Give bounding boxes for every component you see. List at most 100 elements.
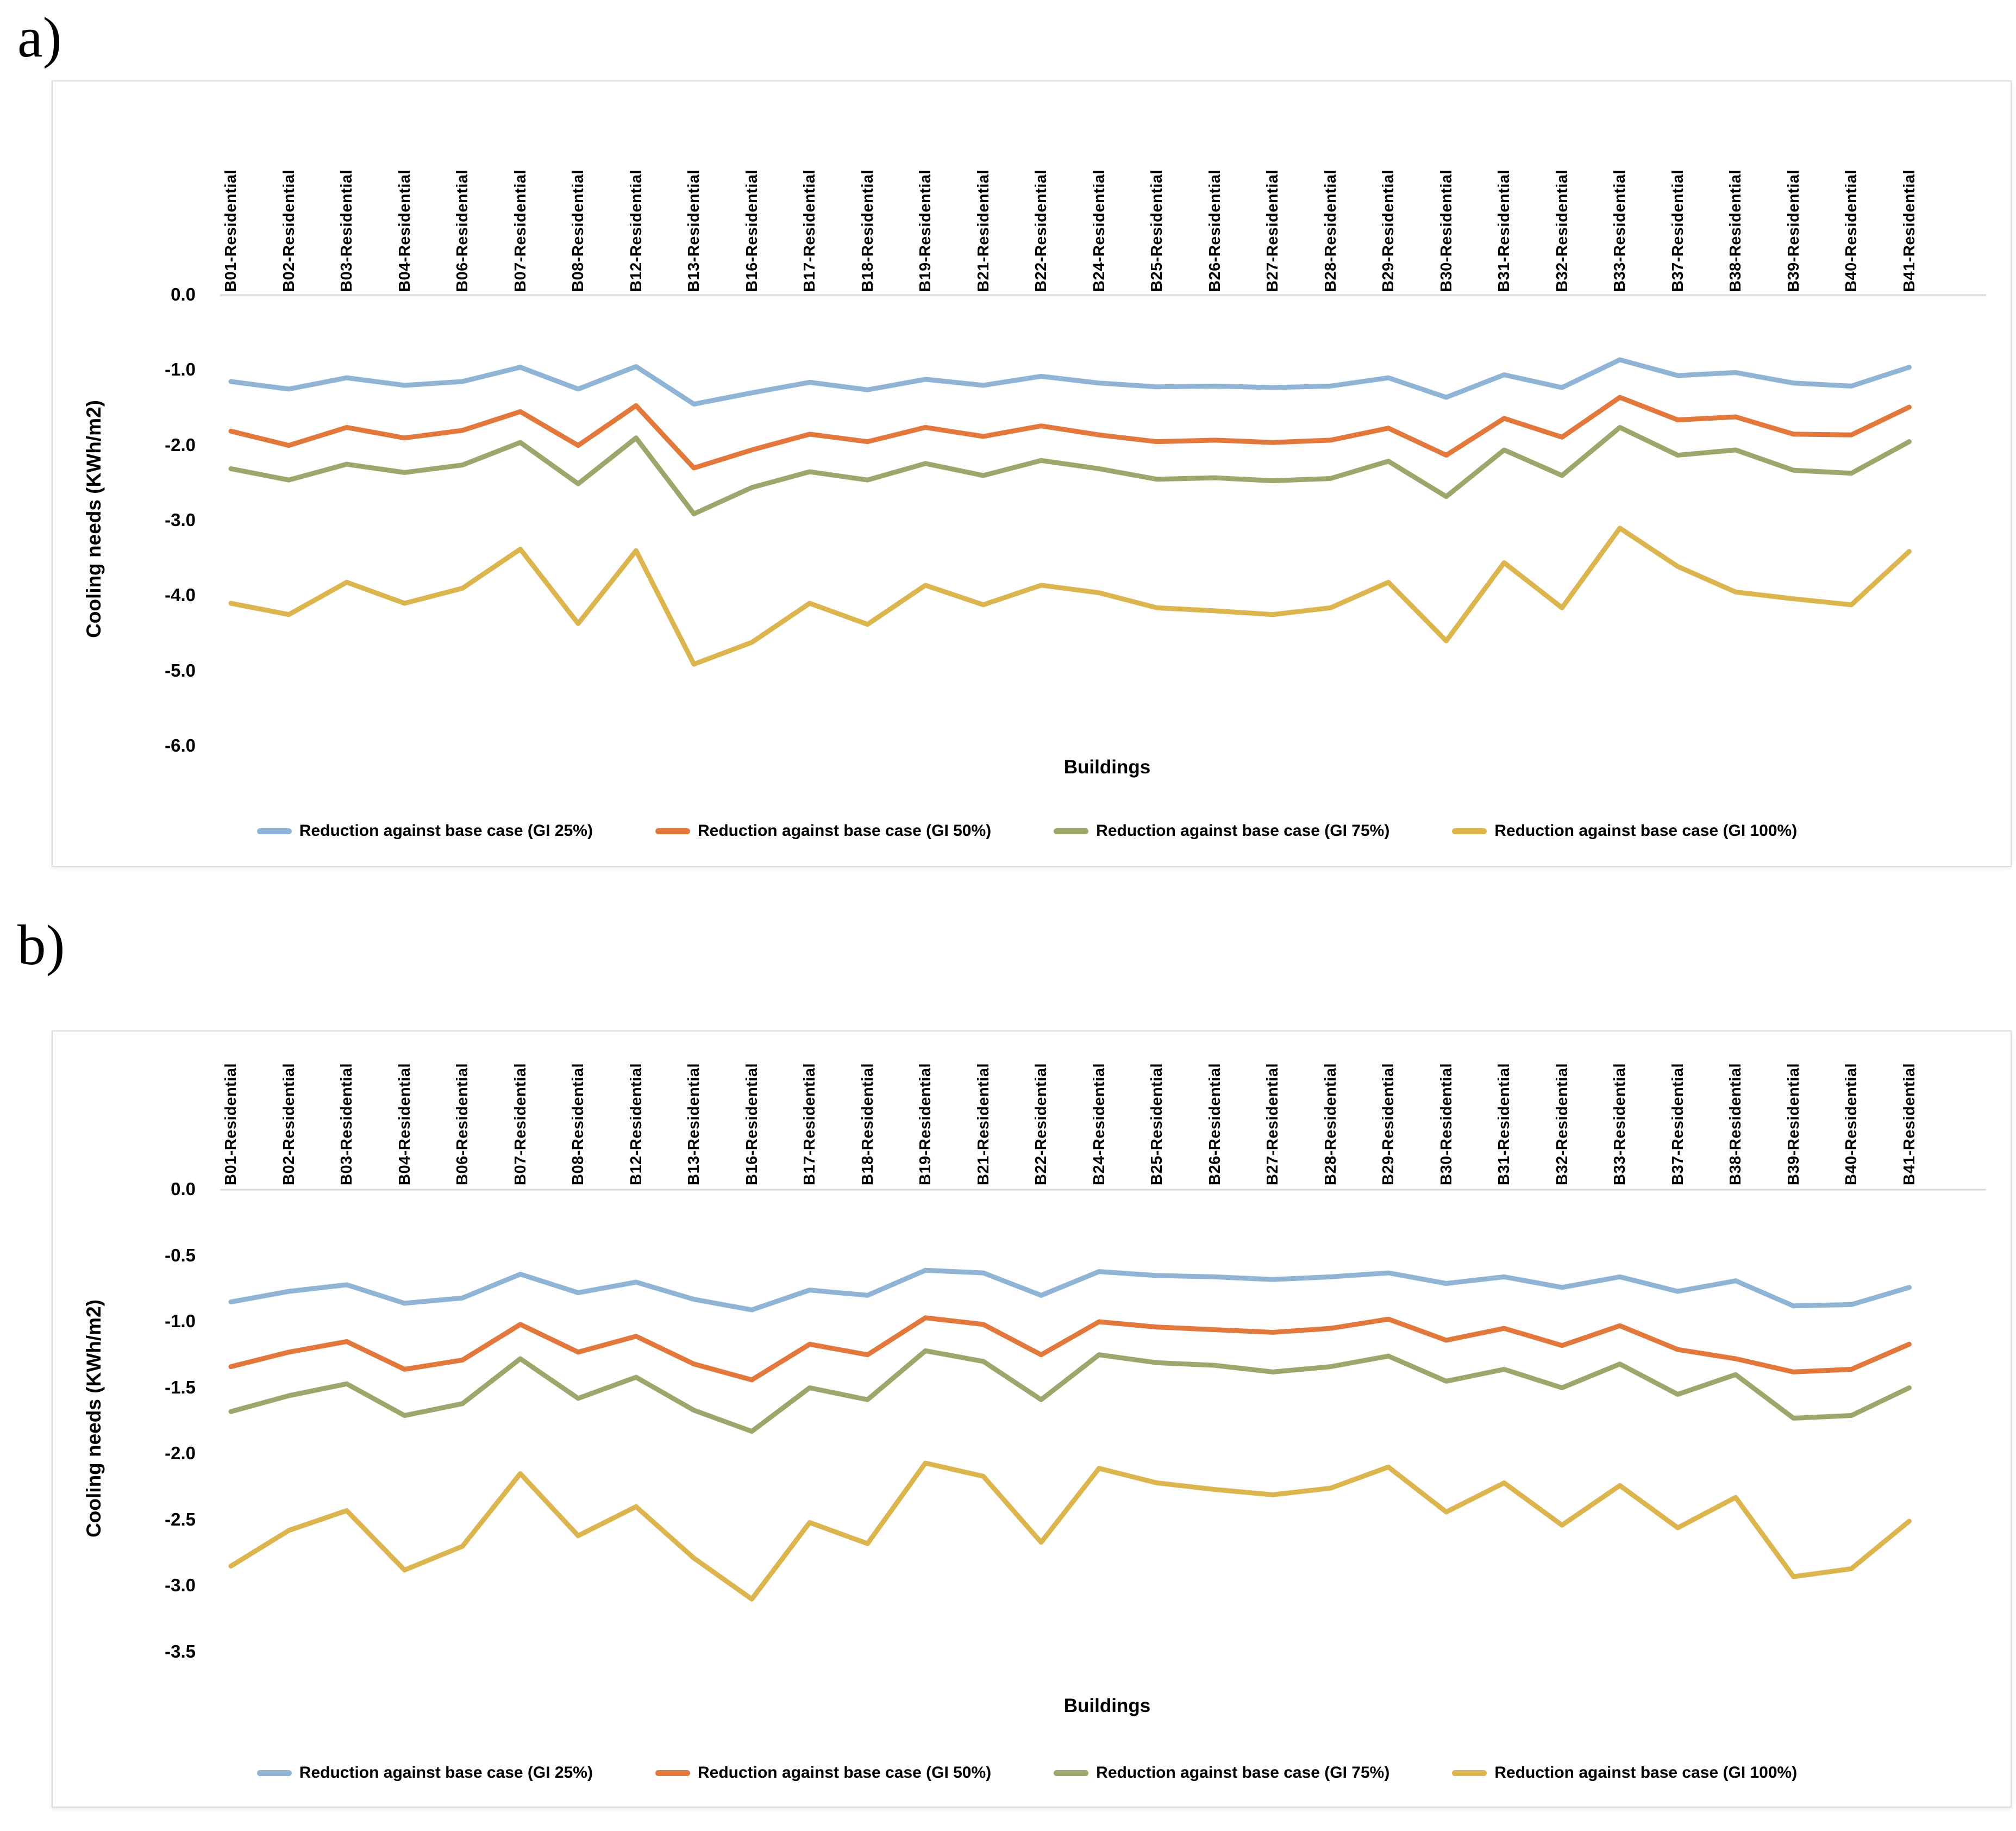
category-label-a: B08-Residential <box>569 169 587 292</box>
legend-line-swatch-icon <box>1452 1770 1487 1776</box>
y-tick-label-b: -1.0 <box>165 1311 196 1331</box>
legend-item-gi75: Reduction against base case (GI 75%) <box>1054 822 1389 840</box>
category-label-b: B19-Residential <box>917 1063 934 1185</box>
category-label-b: B38-Residential <box>1727 1063 1744 1185</box>
category-label-a: B33-Residential <box>1611 169 1629 292</box>
y-tick-label-a: -3.0 <box>165 509 196 530</box>
category-label-b: B07-Residential <box>511 1063 529 1185</box>
category-label-b: B25-Residential <box>1148 1063 1166 1185</box>
legend-item-gi75: Reduction against base case (GI 75%) <box>1054 1764 1389 1782</box>
category-label-a: B18-Residential <box>859 169 876 292</box>
y-axis-title-a: Cooling needs (KWh/m2) <box>83 400 105 638</box>
category-label-a: B16-Residential <box>743 169 761 292</box>
y-tick-label-b: 0.0 <box>171 1179 196 1199</box>
x-axis-title-b: Buildings <box>1063 1695 1151 1716</box>
category-label-b: B16-Residential <box>743 1063 761 1185</box>
y-tick-label-b: -0.5 <box>165 1245 196 1265</box>
category-label-a: B03-Residential <box>338 169 355 292</box>
category-label-b: B22-Residential <box>1032 1063 1050 1185</box>
panel-a-label: a) <box>17 5 62 69</box>
legend-item-label: Reduction against base case (GI 25%) <box>299 822 593 840</box>
category-label-a: B04-Residential <box>396 169 414 292</box>
category-label-a: B29-Residential <box>1380 169 1397 292</box>
category-label-a: B25-Residential <box>1148 169 1166 292</box>
category-label-b: B12-Residential <box>627 1063 645 1185</box>
category-label-b: B27-Residential <box>1264 1063 1281 1185</box>
legend-b: Reduction against base case (GI 25%) Redu… <box>60 1764 1994 1782</box>
y-tick-label-a: 0.0 <box>171 284 196 304</box>
category-label-b: B39-Residential <box>1785 1063 1802 1185</box>
category-label-b: B17-Residential <box>801 1063 818 1185</box>
category-label-b: B40-Residential <box>1843 1063 1860 1185</box>
category-label-b: B04-Residential <box>396 1063 414 1185</box>
y-tick-label-a: -4.0 <box>165 585 196 605</box>
category-label-b: B32-Residential <box>1553 1063 1571 1185</box>
category-label-b: B30-Residential <box>1437 1063 1455 1185</box>
category-label-b: B28-Residential <box>1322 1063 1339 1185</box>
y-tick-label-b: -3.5 <box>165 1641 196 1661</box>
category-label-b: B26-Residential <box>1206 1063 1224 1185</box>
y-tick-label-a: -1.0 <box>165 359 196 380</box>
category-label-a: B07-Residential <box>511 169 529 292</box>
category-label-a: B28-Residential <box>1322 169 1339 292</box>
legend-item-gi100: Reduction against base case (GI 100%) <box>1452 1764 1797 1782</box>
legend-item-gi50: Reduction against base case (GI 50%) <box>655 822 991 840</box>
category-label-a: B38-Residential <box>1727 169 1744 292</box>
category-label-a: B30-Residential <box>1437 169 1455 292</box>
category-label-a: B40-Residential <box>1843 169 1860 292</box>
category-label-a: B02-Residential <box>280 169 298 292</box>
legend-line-swatch-icon <box>256 1770 292 1776</box>
legend-item-label: Reduction against base case (GI 50%) <box>697 822 992 840</box>
y-tick-label-a: -2.0 <box>165 434 196 455</box>
category-label-a: B39-Residential <box>1785 169 1802 292</box>
legend-item-label: Reduction against base case (GI 100%) <box>1494 1764 1798 1782</box>
category-label-b: B03-Residential <box>338 1063 355 1185</box>
legend-item-gi50: Reduction against base case (GI 50%) <box>655 1764 991 1782</box>
category-label-b: B01-Residential <box>222 1063 240 1185</box>
category-label-b: B29-Residential <box>1380 1063 1397 1185</box>
legend-item-gi100: Reduction against base case (GI 100%) <box>1452 822 1797 840</box>
legend-line-swatch-icon <box>655 1770 690 1776</box>
category-label-a: B22-Residential <box>1032 169 1050 292</box>
category-label-a: B24-Residential <box>1090 169 1108 292</box>
legend-item-label: Reduction against base case (GI 100%) <box>1494 822 1798 840</box>
y-tick-label-b: -1.5 <box>165 1377 196 1397</box>
legend-item-gi25: Reduction against base case (GI 25%) <box>256 822 593 840</box>
panel-b-label: b) <box>17 913 65 977</box>
category-label-b: B41-Residential <box>1900 1063 1918 1185</box>
legend-line-swatch-icon <box>256 828 292 834</box>
category-label-a: B21-Residential <box>974 169 992 292</box>
category-label-a: B27-Residential <box>1264 169 1281 292</box>
category-label-b: B37-Residential <box>1669 1063 1687 1185</box>
category-label-a: B26-Residential <box>1206 169 1224 292</box>
category-label-a: B06-Residential <box>454 169 471 292</box>
category-label-a: B19-Residential <box>917 169 934 292</box>
legend-item-label: Reduction against base case (GI 75%) <box>1096 1764 1390 1782</box>
category-label-a: B41-Residential <box>1900 169 1918 292</box>
y-tick-label-b: -2.0 <box>165 1443 196 1463</box>
y-tick-label-b: -3.0 <box>165 1575 196 1595</box>
category-label-a: B32-Residential <box>1553 169 1571 292</box>
legend-line-swatch-icon <box>1054 828 1089 834</box>
x-axis-title-a: Buildings <box>1063 757 1151 778</box>
legend-item-label: Reduction against base case (GI 50%) <box>697 1764 992 1782</box>
category-label-a: B12-Residential <box>627 169 645 292</box>
category-label-a: B13-Residential <box>685 169 703 292</box>
category-label-b: B06-Residential <box>454 1063 471 1185</box>
category-label-a: B01-Residential <box>222 169 240 292</box>
category-label-a: B37-Residential <box>1669 169 1687 292</box>
category-label-b: B13-Residential <box>685 1063 703 1185</box>
category-label-b: B31-Residential <box>1495 1063 1513 1185</box>
category-label-b: B08-Residential <box>569 1063 587 1185</box>
category-label-b: B21-Residential <box>974 1063 992 1185</box>
category-label-a: B31-Residential <box>1495 169 1513 292</box>
legend-item-label: Reduction against base case (GI 25%) <box>299 1764 593 1782</box>
y-tick-label-b: -2.5 <box>165 1509 196 1529</box>
category-label-b: B24-Residential <box>1090 1063 1108 1185</box>
legend-line-swatch-icon <box>655 828 690 834</box>
y-tick-label-a: -5.0 <box>165 660 196 680</box>
category-label-a: B17-Residential <box>801 169 818 292</box>
legend-line-swatch-icon <box>1452 828 1487 834</box>
y-tick-label-a: -6.0 <box>165 735 196 755</box>
legend-line-swatch-icon <box>1054 1770 1089 1776</box>
